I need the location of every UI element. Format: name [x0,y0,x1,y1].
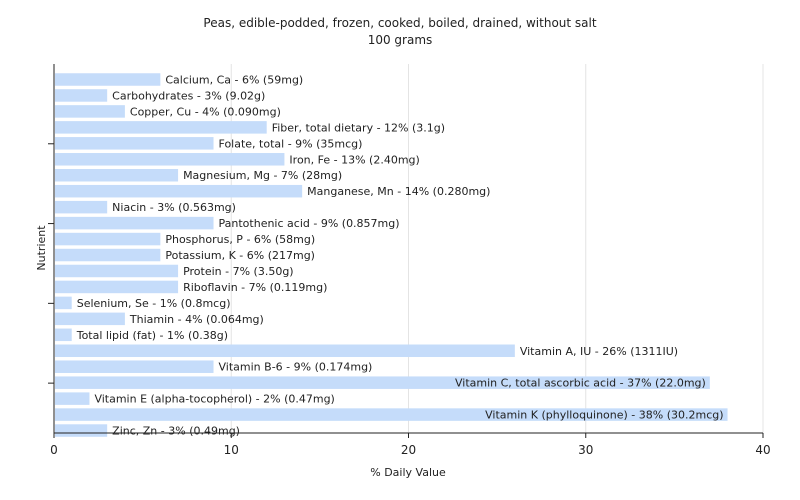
bar [55,121,267,134]
bar [55,392,90,405]
chart-title: Peas, edible-podded, frozen, cooked, boi… [203,16,596,30]
bar [55,248,161,262]
bar [55,105,125,118]
y-axis-title: Nutrient [35,225,48,271]
bars: Calcium, Ca - 6% (59mg) Carbohydrates - 3… [55,73,728,438]
gridlines [230,64,764,433]
bar [55,216,214,230]
chart-subtitle: 100 grams [368,33,433,47]
bar-label: Manganese, Mn - 14% (0.280mg) [307,185,490,198]
bar [55,376,710,389]
bar-label: Potassium, K - 6% (217mg) [165,249,315,262]
bar-label: Phosphorus, P - 6% (58mg) [165,233,315,246]
bar-label: Protein - 7% (3.50g) [183,265,294,278]
bar-label: Pantothenic acid - 9% (0.857mg) [219,217,400,230]
bar-label: Copper, Cu - 4% (0.090mg) [130,105,281,118]
bar [55,200,108,214]
bar [55,264,179,278]
x-axis-title: % Daily Value [370,466,446,479]
bar-label: Folate, total - 9% (35mcg) [219,137,363,150]
bar-label: Vitamin A, IU - 26% (1311IU) [520,345,678,358]
bar-label: Iron, Fe - 13% (2.40mg) [289,153,419,166]
bar [55,424,108,437]
bar-label: Thiamin - 4% (0.064mg) [129,313,264,326]
bar [55,89,108,102]
bar-label: Total lipid (fat) - 1% (0.38g) [76,329,228,342]
bar [55,344,515,358]
bar [55,280,179,294]
bar [55,153,285,166]
x-tick-label: 20 [401,443,416,457]
bar-label: Vitamin C, total ascorbic acid - 37% (22… [455,377,706,390]
bar-label: Selenium, Se - 1% (0.8mcg) [77,297,231,310]
bar-label: Niacin - 3% (0.563mg) [112,201,236,214]
bar-label: Magnesium, Mg - 7% (28mg) [183,169,342,182]
bar [55,137,214,150]
bar [55,73,161,86]
bar-label: Zinc, Zn - 3% (0.49mg) [112,425,240,438]
bar [55,360,214,373]
bar [55,312,125,326]
x-tick-label: 30 [578,443,593,457]
bar-label: Vitamin K (phylloquinone) - 38% (30.2mcg… [485,409,723,422]
bar-label: Riboflavin - 7% (0.119mg) [183,281,327,294]
bar [55,184,303,198]
axes: 0 10 20 30 40 [48,64,771,457]
bar-label: Vitamin B-6 - 9% (0.174mg) [219,361,373,374]
bar-label: Fiber, total dietary - 12% (3.1g) [272,121,445,134]
bar-label: Calcium, Ca - 6% (59mg) [165,74,303,87]
bar [55,296,72,310]
bar [55,328,72,342]
x-tick-label: 10 [224,443,239,457]
bar [55,232,161,246]
bar [55,408,728,421]
bar [55,168,179,182]
x-tick-label: 0 [50,443,58,457]
bar-label: Carbohydrates - 3% (9.02g) [112,89,265,102]
x-tick-label: 40 [755,443,770,457]
bar-label: Vitamin E (alpha-tocopherol) - 2% (0.47m… [94,393,334,406]
